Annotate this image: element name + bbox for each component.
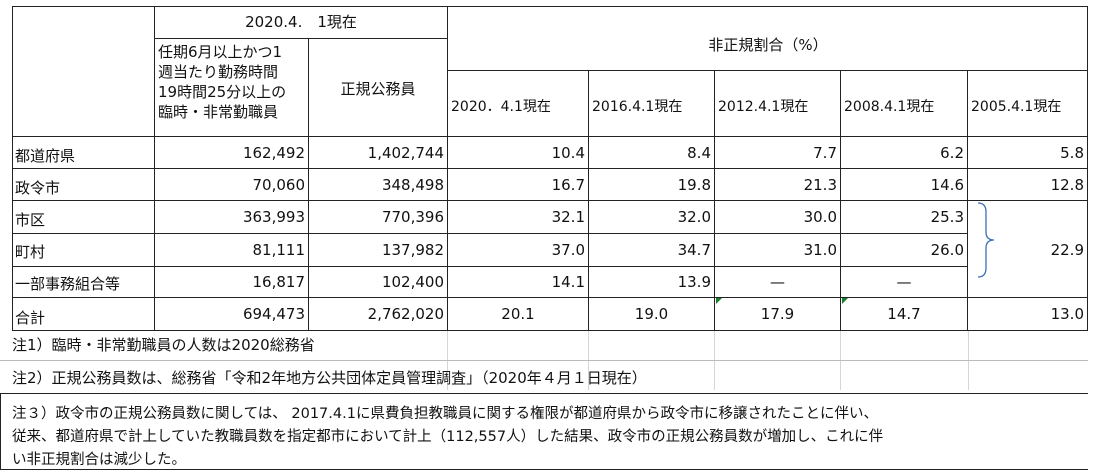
- error-indicator-icon: [842, 298, 848, 304]
- cell-ratio-2020: 37.0: [551, 241, 585, 259]
- header-seiki-column: 正規公務員: [340, 80, 416, 98]
- cell-ratio-2012: 31.0: [803, 241, 837, 259]
- cell-seiki: 1,402,744: [367, 144, 444, 162]
- cell-ratio-2008: 6.2: [940, 144, 964, 162]
- cell-ratio-2016: 19.0: [634, 305, 669, 323]
- note-3-line: 従来、都道府県で計上していた教職員数を指定都市において計上（112,557人）し…: [12, 429, 884, 445]
- header-rinji-line: 19時間25分以上の: [158, 83, 287, 101]
- note-2: 注2）正規公務員数は、総務省「令和2年地方公共団体定員管理調査」（2020年４月…: [12, 369, 647, 387]
- cell-seiki: 770,396: [381, 208, 444, 226]
- cell-rinji: 81,111: [252, 241, 306, 259]
- cell-seiki: 137,982: [381, 241, 444, 259]
- cell-ratio-2012: —: [770, 273, 785, 291]
- cell-ratio-2005: 5.8: [1060, 144, 1084, 162]
- row-label: 合計: [15, 309, 46, 327]
- cell-ratio-2016: 19.8: [677, 176, 711, 194]
- cell-ratio-2005: 13.0: [1050, 305, 1084, 323]
- cell-ratio-2020: 14.1: [551, 273, 585, 291]
- header-ratio-group: 非正規割合（%）: [708, 36, 828, 54]
- cell-ratio-2020: 32.1: [551, 208, 585, 226]
- cell-ratio-2020: 10.4: [551, 144, 585, 162]
- note-3-line: 注３）政令市の正規公務員数に関しては、 2017.4.1に県費負担教職員に関する…: [12, 406, 878, 422]
- cell-ratio-2012: 30.0: [803, 208, 837, 226]
- cell-ratio-2020: 20.1: [501, 305, 535, 323]
- header-rinji-line: 任期6月以上かつ1: [158, 43, 283, 61]
- row-label: 都道府県: [15, 147, 76, 165]
- cell-seiki: 348,498: [381, 176, 444, 194]
- header-year-2005: 2005.4.1現在: [971, 99, 1062, 115]
- cell-ratio-2020: 16.7: [551, 176, 585, 194]
- row-label: 町村: [15, 243, 46, 261]
- brace-icon: [977, 202, 995, 278]
- cell-ratio-2012: 7.7: [813, 144, 837, 162]
- cell-rinji: 694,473: [242, 305, 305, 323]
- cell-ratio-2008: 14.6: [930, 176, 964, 194]
- header-year-2012: 2012.4.1現在: [718, 99, 809, 115]
- header-year-2008: 2008.4.1現在: [844, 99, 935, 115]
- row-label: 市区: [15, 211, 46, 229]
- cell-ratio-2005-merged: 22.9: [1050, 241, 1084, 259]
- cell-rinji: 162,492: [242, 144, 305, 162]
- cell-ratio-2016: 13.9: [677, 273, 711, 291]
- error-indicator-icon: [716, 298, 722, 304]
- header-rinji-line: 週当たり勤務時間: [158, 63, 279, 81]
- cell-ratio-2016: 8.4: [687, 144, 711, 162]
- header-2020-group: 2020.4. 1現在: [245, 13, 357, 31]
- header-rinji-column: 任期6月以上かつ1 週当たり勤務時間 19時間25分以上の 臨時・非常勤職員: [155, 42, 308, 122]
- note-3-line: い非正規割合は減少した。: [12, 452, 186, 468]
- cell-ratio-2012: 21.3: [803, 176, 837, 194]
- cell-ratio-2008: 26.0: [930, 241, 964, 259]
- cell-ratio-2008: —: [896, 273, 912, 291]
- header-year-2016: 2016.4.1現在: [592, 99, 683, 115]
- header-year-2020: 2020．4.1現在: [451, 99, 551, 115]
- cell-ratio-2005: 12.8: [1050, 176, 1084, 194]
- cell-ratio-2012: 17.9: [760, 305, 795, 323]
- note-1: 注1）臨時・非常勤職員の人数は2020総務省: [12, 336, 315, 354]
- row-label: 政令市: [15, 179, 61, 197]
- cell-ratio-2016: 34.7: [677, 241, 711, 259]
- cell-seiki: 2,762,020: [367, 305, 444, 323]
- header-rinji-line: 臨時・非常勤職員: [158, 103, 279, 121]
- cell-rinji: 70,060: [252, 176, 306, 194]
- cell-ratio-2008: 25.3: [930, 208, 964, 226]
- cell-rinji: 16,817: [252, 273, 306, 291]
- cell-ratio-2008: 14.7: [887, 305, 921, 323]
- cell-seiki: 102,400: [381, 273, 444, 291]
- cell-rinji: 363,993: [242, 208, 305, 226]
- cell-ratio-2016: 32.0: [677, 208, 711, 226]
- row-label: 一部事務組合等: [15, 275, 121, 293]
